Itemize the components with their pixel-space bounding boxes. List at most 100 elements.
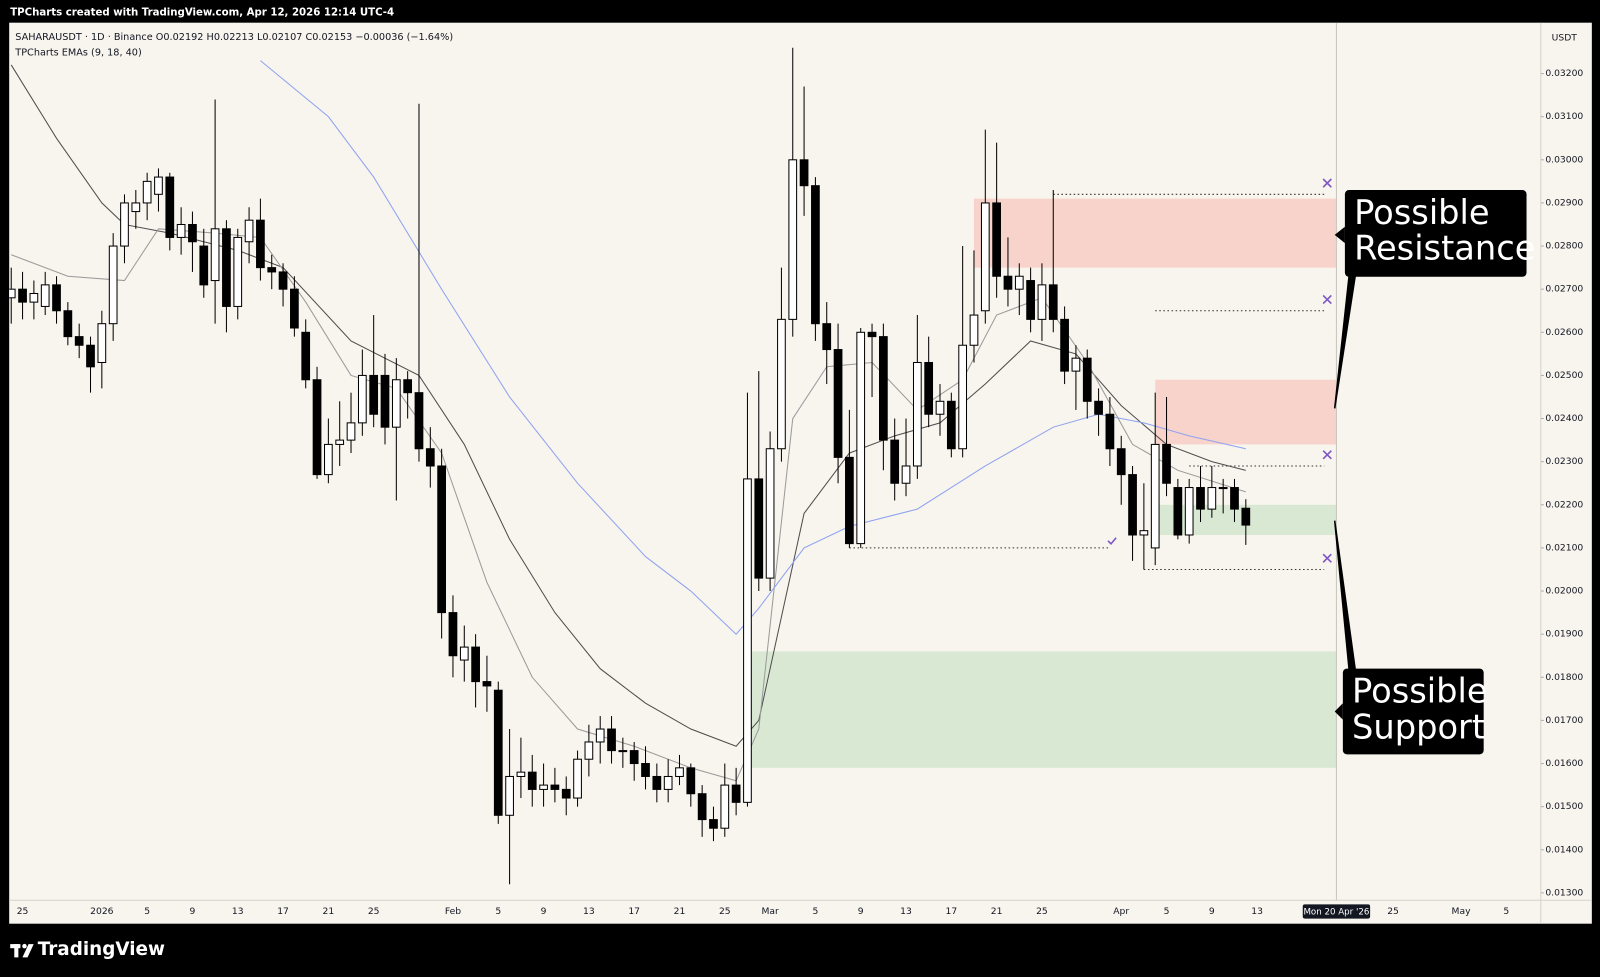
candle-body <box>18 288 27 303</box>
candle-body <box>618 750 628 753</box>
x-tick-label: 9 <box>1209 906 1215 917</box>
candle-body <box>9 288 16 299</box>
candle-body <box>697 793 707 821</box>
candle-body <box>969 314 979 346</box>
crosshair-label-box <box>1302 904 1371 919</box>
candle-body <box>1196 487 1205 510</box>
candle-body <box>210 228 220 282</box>
candle-body <box>1128 474 1137 536</box>
candle-body <box>641 763 650 777</box>
y-tick-label: 0.01400 <box>1545 844 1583 855</box>
zone <box>1155 379 1337 445</box>
x-tick-label: 5 <box>1503 906 1509 917</box>
callout-box <box>1342 668 1484 755</box>
candle-body <box>142 180 152 204</box>
candle-body <box>40 284 50 307</box>
x-tick-label: 25 <box>1387 906 1399 917</box>
x-tick-label: 9 <box>190 906 196 917</box>
x-tick-label: 25 <box>368 906 380 917</box>
candle-body <box>924 361 934 415</box>
annotation-text: Support <box>1352 707 1485 746</box>
candle-body <box>833 349 843 458</box>
candle-body <box>471 646 480 683</box>
x-tick-label: 9 <box>541 906 547 917</box>
x-tick-label: Mar <box>761 906 779 917</box>
x-tick-label: Feb <box>445 906 461 917</box>
candle-body <box>1218 487 1228 490</box>
candle-body <box>845 456 854 545</box>
x-tick-label: 13 <box>583 906 595 917</box>
callout-box <box>1344 190 1527 277</box>
candle-body <box>663 775 673 790</box>
candle-body <box>448 612 458 657</box>
callout-tip <box>1334 226 1345 244</box>
candle-body <box>1139 530 1149 536</box>
y-tick-label: 0.02700 <box>1545 284 1583 295</box>
plot <box>9 22 1337 901</box>
candle-body <box>369 374 379 415</box>
candle-body <box>108 245 118 325</box>
y-tick-label: 0.01300 <box>1545 887 1583 898</box>
candle-body <box>1162 443 1171 484</box>
y-tick-label: 0.03200 <box>1545 68 1583 79</box>
y-tick-label: 0.02600 <box>1545 327 1583 338</box>
candle-body <box>86 344 95 368</box>
candle-body <box>1241 507 1251 526</box>
candle-body <box>1071 357 1081 372</box>
candle-body <box>290 288 299 329</box>
axes: 0.01300 0.01400 0.01500 0.01600 0.01700 0.018… <box>17 68 1583 919</box>
x-tick-label: 5 <box>812 906 818 917</box>
candle-body <box>391 379 401 428</box>
x-tick-label: 13 <box>232 906 244 917</box>
level-marker <box>1322 178 1332 188</box>
y-tick-label: 0.01500 <box>1545 801 1583 812</box>
candle-body <box>154 176 163 195</box>
currency: USDT <box>1552 32 1578 43</box>
candle-body <box>301 331 311 381</box>
x-tick-label: May <box>1452 906 1472 917</box>
logo <box>10 943 34 958</box>
candle-body <box>867 331 877 338</box>
x-tick-label: 13 <box>900 906 912 917</box>
x-tick-label: 13 <box>1251 906 1263 917</box>
candle-body <box>879 336 888 441</box>
candle-body <box>335 439 345 445</box>
candle-body <box>74 336 84 346</box>
candle-body <box>346 422 356 441</box>
annotation-text: Possible <box>1352 672 1488 711</box>
level-marker <box>1322 450 1332 460</box>
candle-body <box>120 202 129 247</box>
x-tick-label: 5 <box>1164 906 1170 917</box>
y-tick-label: 0.01900 <box>1545 629 1583 640</box>
candle-body <box>754 478 764 579</box>
x-tick-label: 17 <box>628 906 640 917</box>
candle-body <box>675 767 684 777</box>
candle-body <box>1094 400 1103 415</box>
x-tick-label: 2026 <box>90 906 114 917</box>
candle-body <box>1060 318 1069 372</box>
level-marker <box>1107 537 1117 546</box>
y-tick-label: 0.02300 <box>1545 456 1583 467</box>
candle-body <box>1003 275 1013 290</box>
candle-body <box>1116 448 1126 476</box>
candle-body <box>1105 413 1115 450</box>
brand: TradingView <box>38 939 165 960</box>
candle-body <box>1082 357 1092 402</box>
candle-body <box>901 465 911 484</box>
x-tick-label: 5 <box>495 906 501 917</box>
candle-body <box>811 185 820 325</box>
candle-body <box>980 202 990 312</box>
candle-body <box>29 292 39 303</box>
candle-body <box>482 681 492 687</box>
y-tick-label: 0.01800 <box>1545 672 1583 683</box>
candle-body <box>561 788 571 799</box>
candle-body <box>573 758 582 799</box>
candle-body <box>459 646 469 661</box>
candle-body <box>539 784 548 790</box>
candle-body <box>822 323 832 351</box>
candle-body <box>584 741 594 760</box>
candle-body <box>1150 443 1160 549</box>
y-tick-label: 0.02500 <box>1545 370 1583 381</box>
candle-body <box>324 443 333 476</box>
